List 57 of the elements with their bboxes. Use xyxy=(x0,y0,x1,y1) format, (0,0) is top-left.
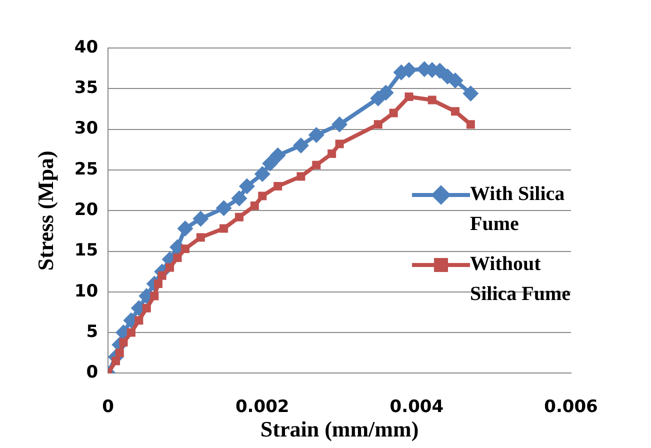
point xyxy=(177,220,194,236)
point xyxy=(428,96,436,104)
x-tick-label: 0.004 xyxy=(390,396,444,417)
point xyxy=(254,166,270,182)
point xyxy=(192,210,209,227)
point xyxy=(466,120,475,129)
x-tick-label: 0 xyxy=(102,396,114,417)
point xyxy=(258,192,267,200)
y-tick-label: 20 xyxy=(74,200,98,220)
y-tick-label: 5 xyxy=(86,322,98,342)
point xyxy=(250,201,259,210)
x-axis-title: Strain (mm/mm) xyxy=(260,416,419,442)
point xyxy=(158,271,166,280)
legend-label: With Silica Fume xyxy=(470,182,566,237)
point xyxy=(328,149,336,158)
point xyxy=(238,178,255,194)
y-tick-label: 40 xyxy=(74,37,98,58)
point xyxy=(374,120,382,129)
point xyxy=(262,155,278,172)
point xyxy=(150,292,159,300)
point xyxy=(231,190,248,206)
x-tick-label: 0.006 xyxy=(544,396,598,417)
point xyxy=(312,160,321,170)
point xyxy=(404,92,414,102)
point xyxy=(234,212,244,222)
point xyxy=(270,147,286,164)
y-tick-label: 25 xyxy=(74,159,98,180)
y-tick-label: 10 xyxy=(74,281,98,302)
point xyxy=(119,338,128,347)
point xyxy=(220,224,228,233)
point xyxy=(216,200,232,216)
point xyxy=(389,108,398,118)
point xyxy=(335,140,344,148)
point xyxy=(142,304,151,312)
point xyxy=(292,138,309,154)
point xyxy=(308,126,324,143)
y-tick-label: 15 xyxy=(74,240,98,261)
point xyxy=(378,84,394,101)
point xyxy=(126,328,136,337)
y-tick-label: 30 xyxy=(74,118,98,139)
legend-label: Without Silica Fume xyxy=(470,252,572,307)
point xyxy=(112,356,120,366)
y-tick-label: 35 xyxy=(74,78,98,98)
y-tick-label: 0 xyxy=(86,362,98,383)
point xyxy=(166,263,174,272)
point xyxy=(196,233,205,242)
x-tick-label: 0.002 xyxy=(235,396,290,417)
y-axis-title: Stress (Mpa) xyxy=(32,150,58,271)
point xyxy=(447,72,464,89)
point xyxy=(180,244,190,254)
point xyxy=(274,182,282,190)
point xyxy=(296,172,306,181)
point xyxy=(134,316,144,325)
point xyxy=(332,116,348,132)
point xyxy=(451,107,460,116)
point xyxy=(462,86,479,102)
point xyxy=(173,254,182,262)
